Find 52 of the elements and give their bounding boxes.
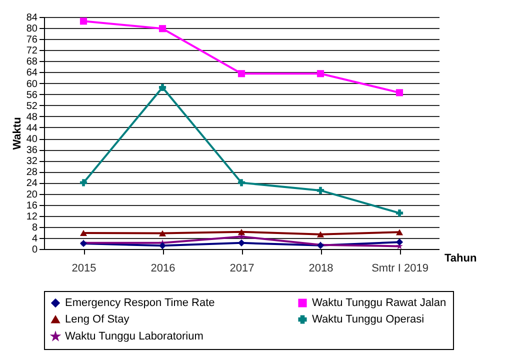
x-axis-title: Tahun — [444, 252, 477, 264]
y-tick-label: 16 — [26, 200, 38, 212]
point — [396, 89, 404, 96]
y-tick-label: 44 — [26, 122, 38, 134]
point — [80, 18, 88, 25]
point — [238, 228, 246, 235]
x-tick-label: 2018 — [308, 262, 334, 274]
point — [238, 70, 246, 78]
point — [396, 210, 404, 217]
x-tick-label: 2015 — [72, 262, 96, 274]
y-tick-label: 4 — [32, 233, 38, 244]
legend-label: Waktu Tunggu Operasi — [312, 314, 424, 326]
point — [396, 229, 404, 236]
y-tick-label: 48 — [26, 112, 38, 123]
y-tick-label: 12 — [26, 211, 38, 222]
y-tick-label: 56 — [26, 90, 38, 101]
y-tick-label: 40 — [26, 134, 38, 146]
point — [158, 230, 166, 236]
y-axis-title: Waktu — [11, 117, 24, 150]
point — [316, 186, 324, 194]
point — [316, 70, 324, 78]
point — [316, 231, 324, 238]
y-tick-label: 64 — [26, 68, 38, 79]
legend-label: Emergency Respon Time Rate — [65, 296, 215, 309]
y-tick-label: 68 — [26, 56, 38, 68]
y-tick-label: 84 — [26, 12, 38, 24]
legend-label: Leng Of Stay — [65, 314, 130, 326]
y-tick-label: 52 — [26, 100, 38, 112]
y-tick-label: 36 — [26, 145, 38, 156]
point — [238, 179, 246, 186]
point — [158, 25, 166, 32]
point — [80, 230, 88, 236]
x-tick-label: 2017 — [230, 262, 254, 274]
y-tick-label: 80 — [26, 24, 38, 35]
y-tick-label: 76 — [26, 34, 38, 46]
y-tick-label: 20 — [26, 189, 38, 200]
point — [396, 238, 404, 246]
point — [80, 179, 88, 186]
point — [158, 242, 166, 250]
y-tick-label: 0 — [32, 244, 38, 256]
point — [238, 239, 246, 246]
x-tick-label: Smtr I 2019 — [372, 262, 428, 274]
legend-label: Waktu Tunggu Laboratorium — [65, 330, 204, 342]
legend-label: Waktu Tunggu Rawat Jalan — [312, 296, 446, 309]
y-tick-label: 28 — [26, 167, 38, 178]
x-tick-label: 2016 — [150, 262, 176, 274]
y-tick-label: 8 — [32, 222, 38, 234]
y-tick-label: 72 — [26, 46, 38, 57]
y-tick-label: 32 — [26, 156, 38, 168]
y-tick-label: 60 — [26, 78, 38, 90]
y-tick-label: 24 — [26, 178, 38, 190]
point — [158, 84, 166, 91]
